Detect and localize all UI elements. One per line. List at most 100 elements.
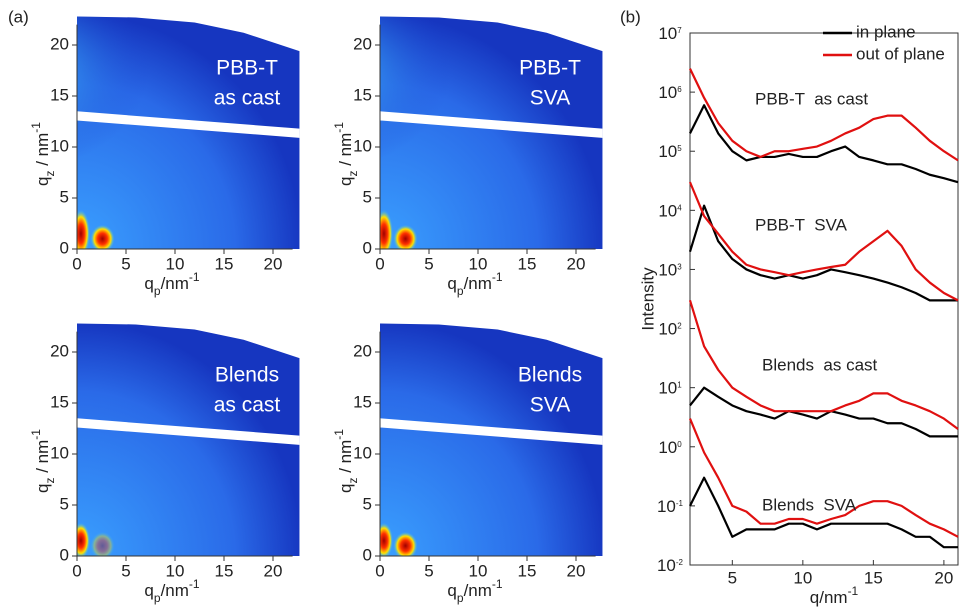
label-part: p [154,284,161,298]
label-part: -1 [189,577,200,591]
panel-label: (b) [620,7,641,26]
label-part: q [336,177,355,186]
label-part: q [33,484,52,493]
label-part: /nm [161,581,189,600]
x-tick-label: 0 [375,254,384,273]
x-tick-label: 15 [518,254,537,273]
detector-gap [380,111,603,138]
axis-label: qz / nm-1 [332,122,360,186]
axis-label: qz / nm-1 [29,122,57,186]
y-tick-label: 107 [658,24,682,43]
x-tick-label: 0 [72,254,81,273]
label-part: -1 [492,270,503,284]
label-part: -1 [29,122,43,133]
x-tick-label: 5 [121,254,130,273]
label-part: /nm [464,274,492,293]
detector-image [77,323,300,556]
label-part: -1 [848,584,859,598]
tick-exp: 6 [677,85,682,94]
image-spot [393,224,418,249]
annotation: as cast [214,394,281,417]
annotation: SVA [530,394,570,417]
label-part: z [346,171,360,177]
y-tick-label: 105 [658,143,682,162]
label-part: p [457,591,464,605]
label-part: /nm [161,274,189,293]
detector-image [380,323,603,556]
series-line [689,68,959,162]
x-tick-label: 20 [567,254,586,273]
label-part: q [144,581,153,600]
x-tick-label: 10 [793,568,812,587]
x-tick-label: 5 [424,561,433,580]
series-line [688,204,958,302]
label-part: q [144,274,153,293]
series-line [689,104,959,184]
label-part: p [457,284,464,298]
image-spot [380,209,393,249]
y-tick-label: 20 [50,34,69,53]
label-part: p [154,591,161,605]
y-tick-label: 15 [50,392,69,411]
label-part: / nm [336,440,355,478]
axis-label: qp/nm-1 [447,270,502,298]
image-spot [77,209,90,249]
x-tick-label: 10 [469,561,488,580]
tick-exp: 1 [677,380,682,389]
detector-gap [380,418,603,445]
label-part: / nm [336,133,355,171]
y-tick-label: 15 [353,392,372,411]
x-tick-label: 20 [934,568,953,587]
x-tick-label: 0 [375,561,384,580]
image-spot [90,224,115,249]
label-part: / nm [33,440,52,478]
detector-gap [77,111,300,138]
label-part: z [43,171,57,177]
label-part: -1 [492,577,503,591]
x-tick-label: 15 [215,254,234,273]
y-tick-label: 10-1 [657,497,684,516]
x-tick-label: 10 [166,561,185,580]
label-part: -1 [189,270,200,284]
label-part: q [447,274,456,293]
annotation: PBB-T [216,57,278,80]
label-part: z [43,478,57,484]
x-tick-label: 15 [215,561,234,580]
axis-label: qp/nm-1 [447,577,502,605]
axis-label: qp/nm-1 [144,577,199,605]
label-part: -1 [332,429,346,440]
y-tick-label: 0 [363,545,372,564]
annotation: Blends as cast [762,355,878,374]
y-tick-label: 104 [658,202,682,221]
image-spot [380,522,393,556]
x-tick-label: 15 [864,568,883,587]
series-line [689,386,958,438]
x-tick-label: 20 [264,254,283,273]
series-line [688,300,959,430]
y-tick-label: 5 [363,187,372,206]
annotation: as cast [214,87,281,110]
legend-label: in plane [856,22,916,41]
label-part: /nm [464,581,492,600]
series-line [688,418,959,538]
image-glow [77,16,227,186]
annotation: SVA [530,87,570,110]
label-part: -1 [29,429,43,440]
label-part: q/nm [810,588,848,607]
y-axis-label: Intensity [638,267,657,331]
tick-exp: 5 [677,144,682,153]
tick-base: 10 [658,379,677,398]
y-tick-label: 20 [353,341,372,360]
y-tick-label: 5 [363,494,372,513]
annotation: Blends [215,364,279,387]
plot-frame [689,32,959,566]
annotation: Blends SVA [762,495,857,514]
detector-image [380,16,603,249]
y-tick-label: 10 [353,136,372,155]
label-part: / nm [33,133,52,171]
y-tick-label: 0 [363,238,372,257]
tick-exp: 3 [677,262,682,271]
label-part: q [447,581,456,600]
x-tick-label: 10 [166,254,185,273]
tick-base: 10 [658,438,677,457]
